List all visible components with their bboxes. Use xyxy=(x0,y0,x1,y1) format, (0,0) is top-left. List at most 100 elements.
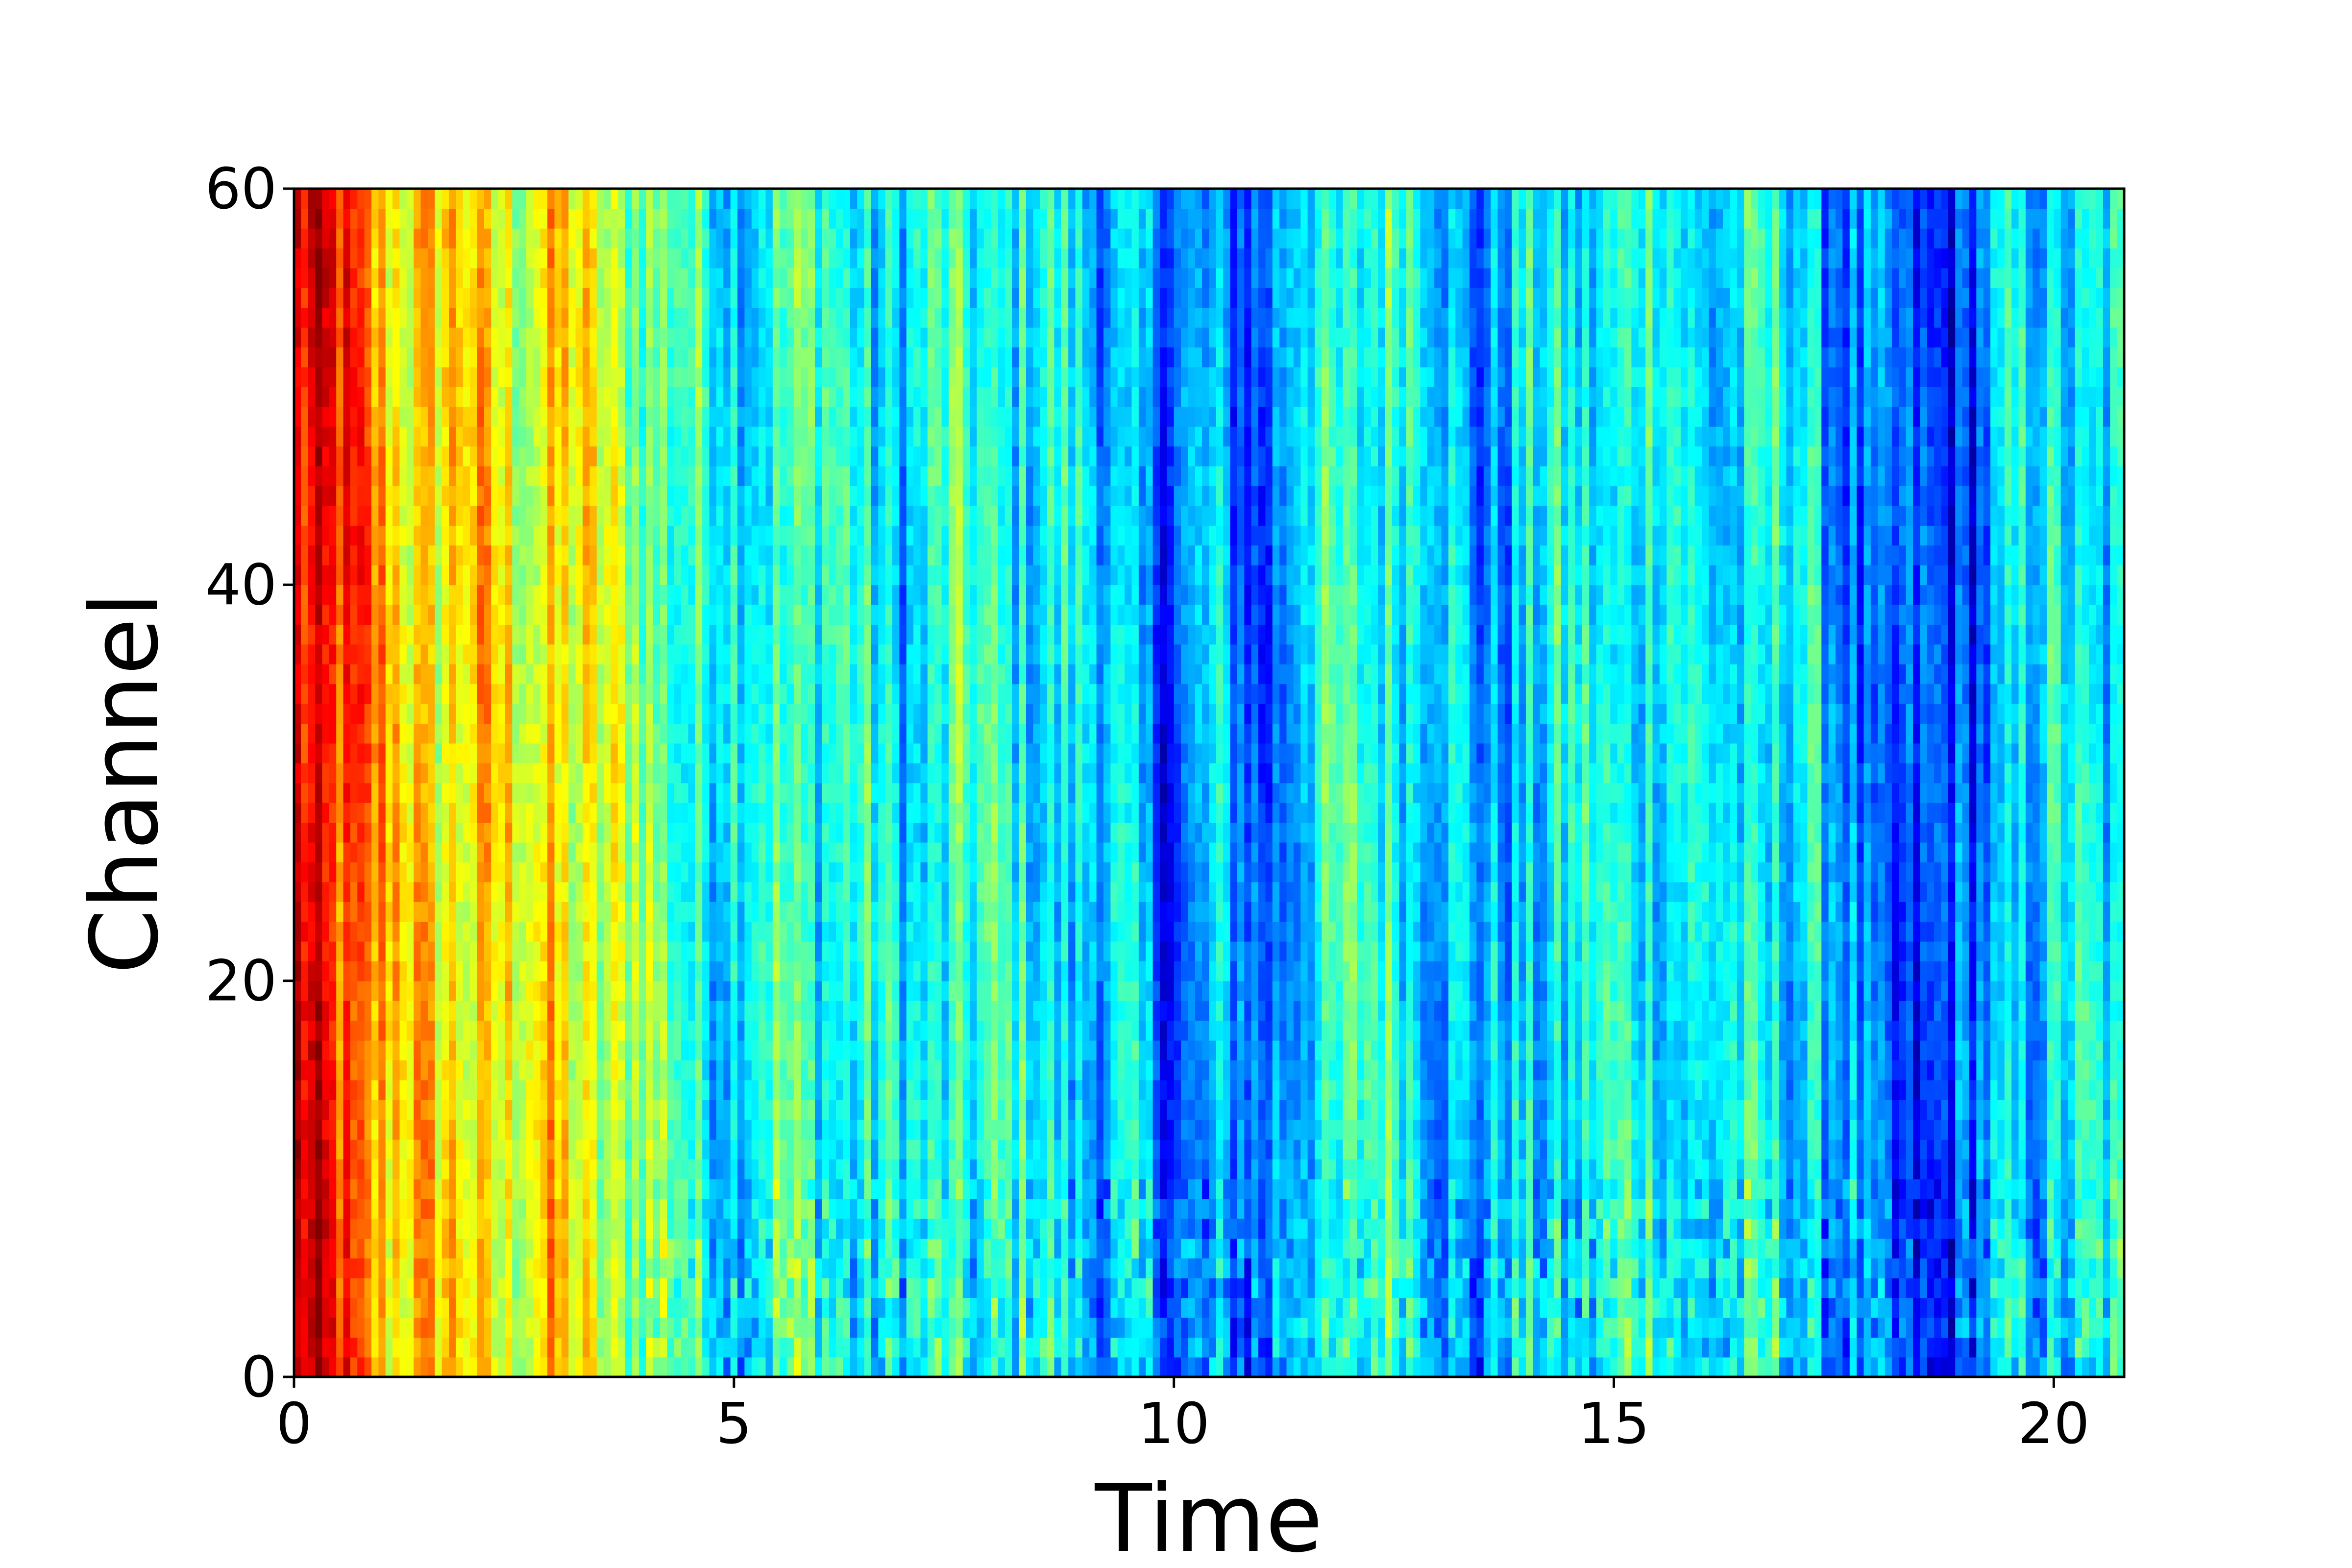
heatmap-cell xyxy=(322,1001,330,1021)
heatmap-cell xyxy=(589,763,597,784)
heatmap-cell xyxy=(786,545,794,565)
heatmap-cell xyxy=(350,1159,358,1179)
heatmap-cell xyxy=(681,525,689,546)
heatmap-cell xyxy=(695,189,703,209)
heatmap-cell xyxy=(301,585,309,605)
heatmap-cell xyxy=(864,1178,872,1200)
heatmap-cell xyxy=(843,426,851,447)
heatmap-cell xyxy=(427,248,436,269)
heatmap-cell xyxy=(716,783,724,803)
heatmap-cell xyxy=(533,1317,541,1338)
heatmap-cell xyxy=(512,1199,520,1219)
heatmap-cell xyxy=(385,783,393,803)
heatmap-cell xyxy=(385,743,393,763)
heatmap-cell xyxy=(836,604,844,625)
heatmap-cell xyxy=(829,1100,836,1120)
heatmap-cell xyxy=(850,545,858,565)
heatmap-cell xyxy=(829,486,836,506)
heatmap-cell xyxy=(399,564,407,586)
heatmap-cell xyxy=(406,486,415,506)
heatmap-cell xyxy=(765,268,773,288)
heatmap-cell xyxy=(484,446,492,466)
heatmap-cell xyxy=(505,1238,513,1259)
heatmap-cell xyxy=(737,604,745,625)
heatmap-cell xyxy=(737,743,745,763)
heatmap-cell xyxy=(857,307,865,328)
heatmap-cell xyxy=(512,505,520,526)
heatmap-cell xyxy=(491,763,499,784)
heatmap-cell xyxy=(632,1100,639,1120)
heatmap-cell xyxy=(477,1337,485,1358)
heatmap-cell xyxy=(744,208,752,229)
heatmap-cell xyxy=(491,486,499,506)
heatmap-cell xyxy=(568,1020,576,1041)
heatmap-cell xyxy=(406,961,415,981)
heatmap-cell xyxy=(441,1001,449,1021)
heatmap-cell xyxy=(688,248,696,269)
heatmap-cell xyxy=(329,1060,337,1080)
heatmap-cell xyxy=(441,644,449,664)
heatmap-cell xyxy=(575,505,583,526)
heatmap-cell xyxy=(723,763,731,784)
heatmap-cell xyxy=(737,1298,745,1318)
heatmap-cell xyxy=(864,564,872,586)
heatmap-cell xyxy=(484,585,492,605)
heatmap-cell xyxy=(695,525,703,546)
heatmap-cell xyxy=(512,921,520,942)
heatmap-cell xyxy=(364,446,372,466)
heatmap-cell xyxy=(688,921,696,942)
heatmap-cell xyxy=(308,1258,316,1278)
heatmap-cell xyxy=(843,1317,851,1338)
heatmap-cell xyxy=(526,921,534,942)
heatmap-cell xyxy=(336,703,344,724)
heatmap-cell xyxy=(427,941,436,962)
heatmap-cell xyxy=(449,307,457,328)
heatmap-cell xyxy=(801,1119,808,1140)
heatmap-cell xyxy=(456,1357,464,1377)
heatmap-cell xyxy=(301,228,309,249)
heatmap-cell xyxy=(646,406,654,427)
heatmap-cell xyxy=(533,1337,541,1358)
heatmap-cell xyxy=(751,1357,759,1377)
heatmap-cell xyxy=(864,763,872,784)
heatmap-cell xyxy=(589,743,597,763)
heatmap-cell xyxy=(688,387,696,407)
heatmap-cell xyxy=(709,1357,717,1377)
heatmap-cell xyxy=(470,882,478,902)
heatmap-cell xyxy=(843,980,851,1001)
heatmap-cell xyxy=(294,1159,302,1179)
heatmap-cell xyxy=(681,882,689,902)
heatmap-cell xyxy=(617,1119,625,1140)
heatmap-cell xyxy=(463,684,470,704)
heatmap-cell xyxy=(681,802,689,823)
heatmap-cell xyxy=(709,1298,717,1318)
heatmap-cell xyxy=(308,941,316,962)
heatmap-cell xyxy=(582,347,590,368)
heatmap-cell xyxy=(491,703,499,724)
heatmap-cell xyxy=(723,684,731,704)
heatmap-cell xyxy=(406,703,415,724)
heatmap-cell xyxy=(420,228,428,249)
heatmap-cell xyxy=(547,228,555,249)
heatmap-cell xyxy=(674,1139,682,1160)
heatmap-cell xyxy=(540,941,548,962)
heatmap-cell xyxy=(315,564,323,586)
heatmap-cell xyxy=(695,268,703,288)
heatmap-cell xyxy=(427,1001,436,1021)
heatmap-cell xyxy=(477,1258,485,1278)
heatmap-cell xyxy=(596,921,604,942)
heatmap-cell xyxy=(709,723,717,744)
heatmap-cell xyxy=(617,1277,625,1298)
heatmap-cell xyxy=(322,882,330,902)
heatmap-cell xyxy=(709,664,717,685)
heatmap-cell xyxy=(315,1218,323,1239)
heatmap-cell xyxy=(561,684,569,704)
heatmap-cell xyxy=(435,882,442,902)
heatmap-cell xyxy=(414,1218,421,1239)
heatmap-cell xyxy=(547,902,555,922)
heatmap-cell xyxy=(793,466,802,487)
heatmap-cell xyxy=(596,1258,604,1278)
heatmap-cell xyxy=(540,486,548,506)
heatmap-cell xyxy=(406,248,415,269)
heatmap-cell xyxy=(561,585,569,605)
